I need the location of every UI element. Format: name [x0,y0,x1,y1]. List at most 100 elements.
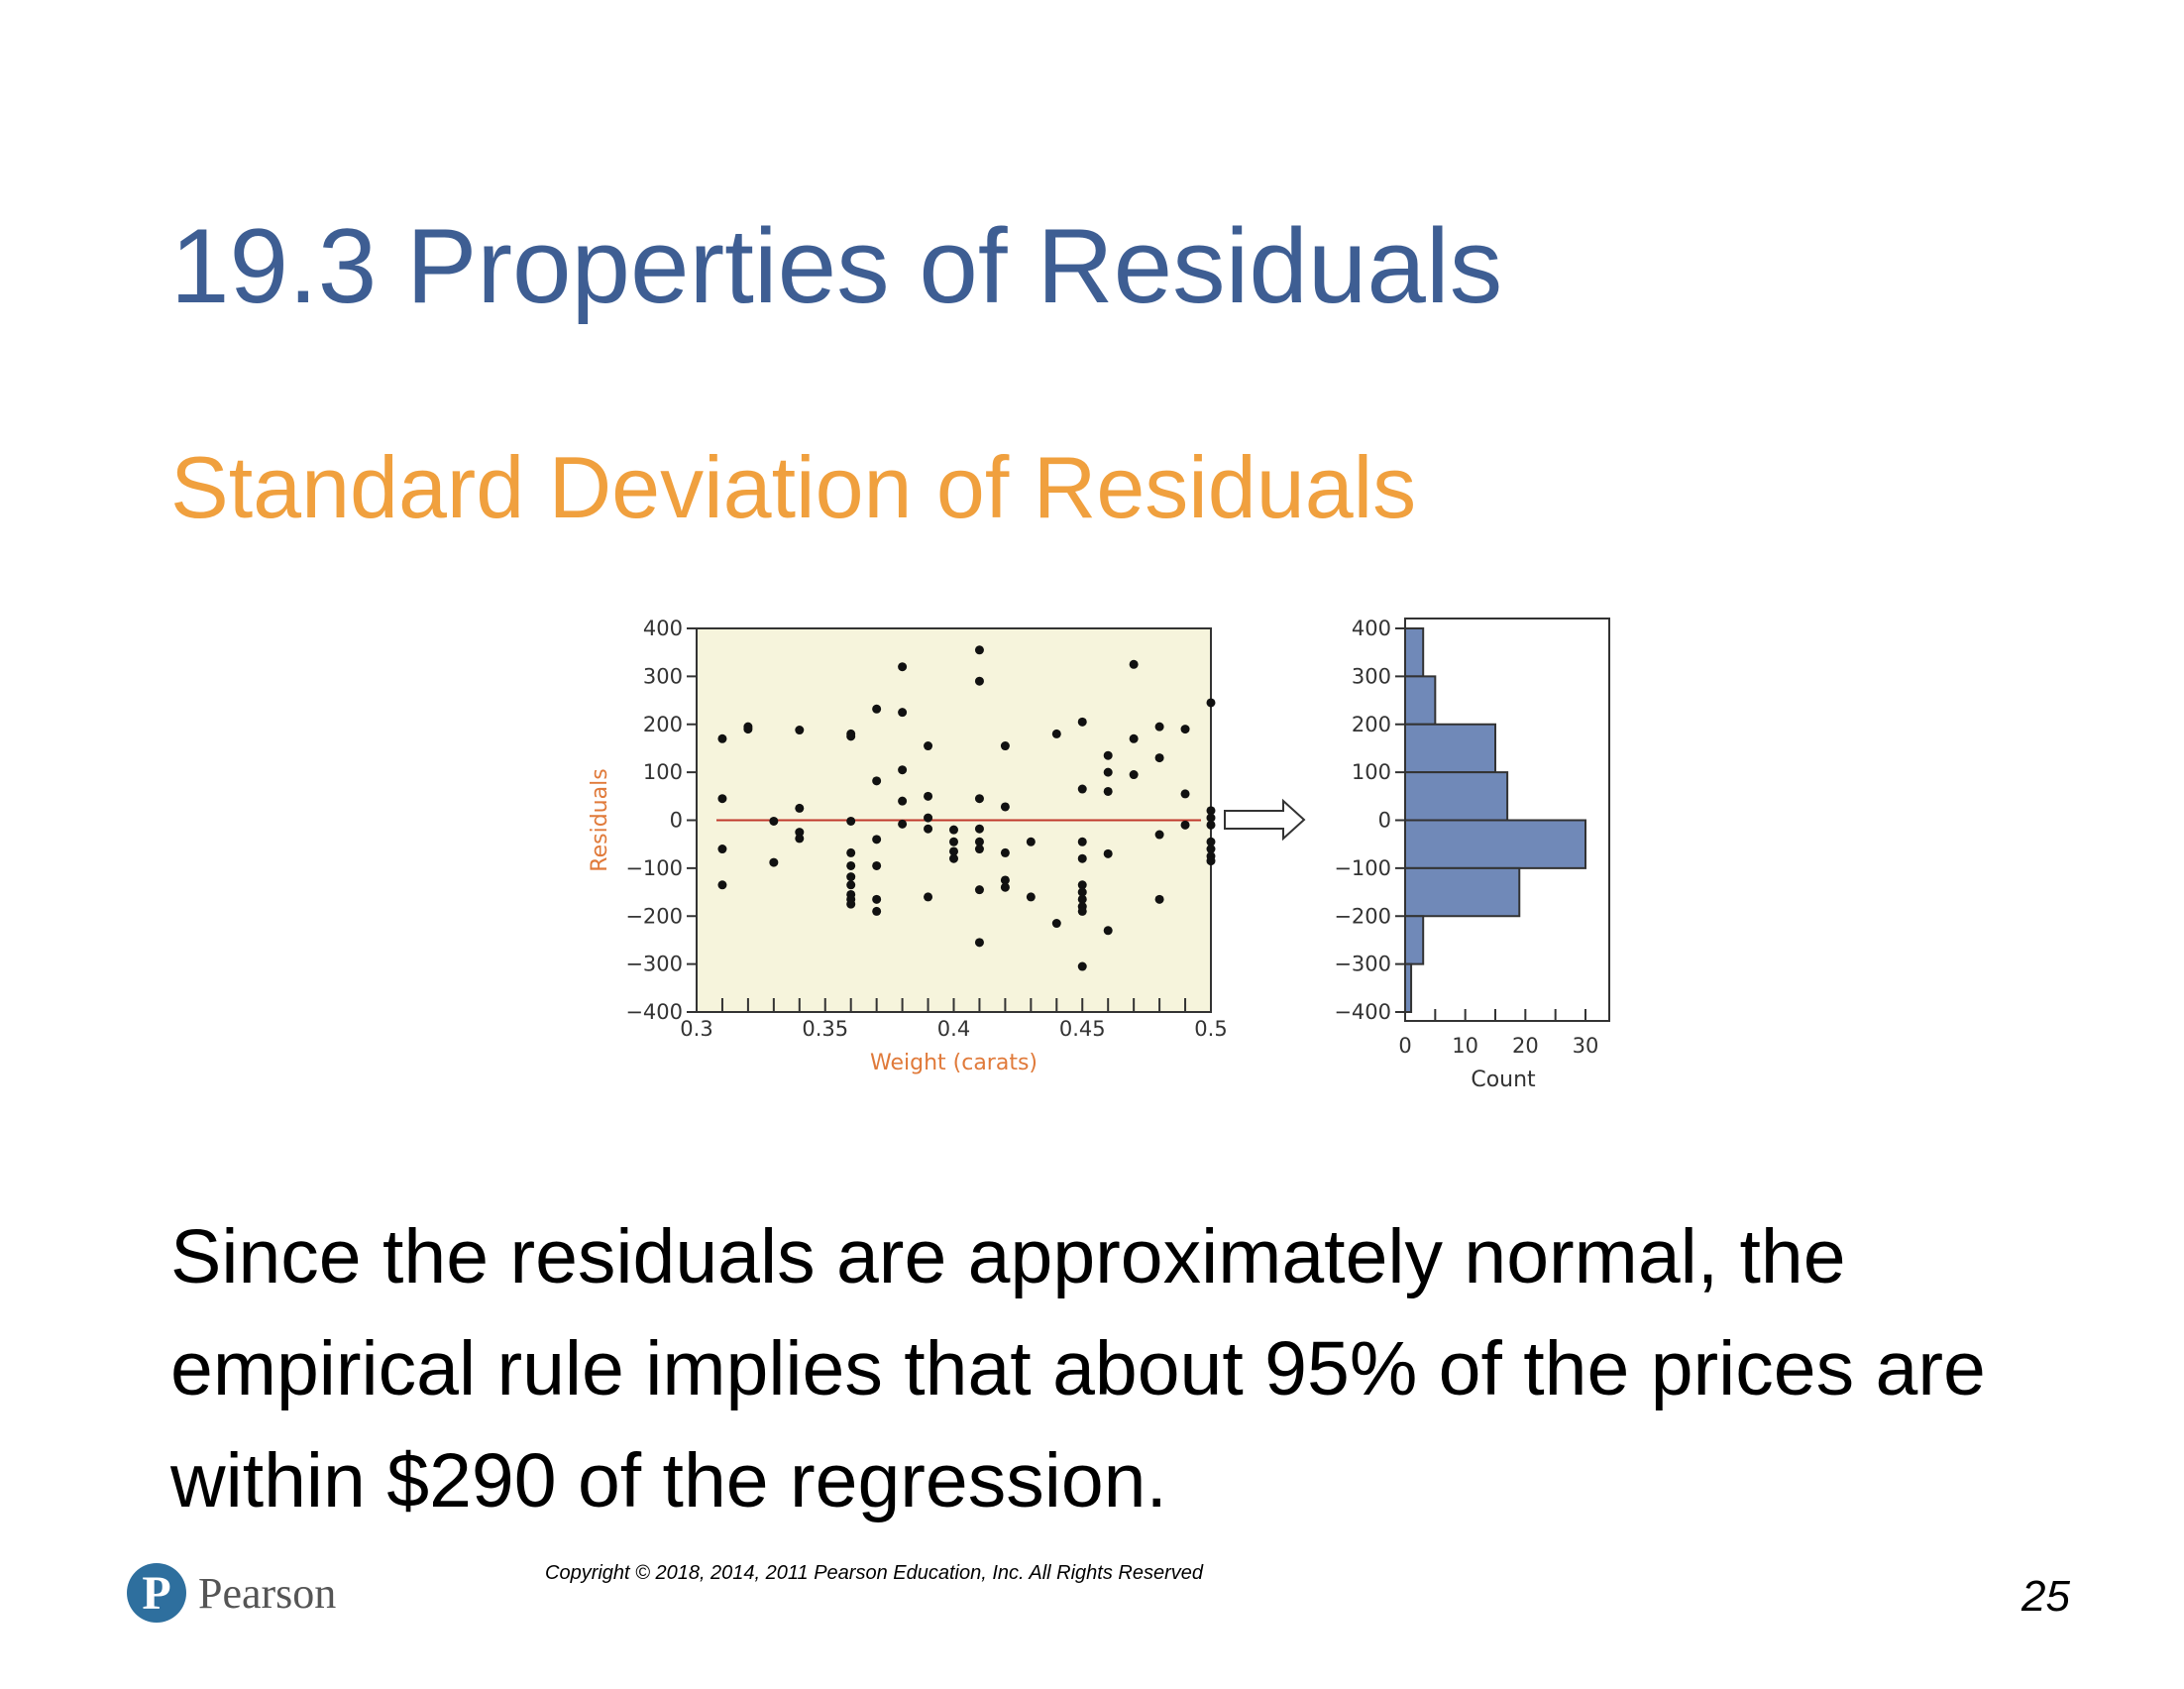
body-text: Since the residuals are approximately no… [170,1214,1986,1523]
histogram-bar [1404,819,1586,869]
histogram-y-tick-label: −100 [1334,856,1391,880]
scatter-x-tick-label: 0.3 [680,1017,712,1041]
scatter-x-tick-label: 0.4 [937,1017,970,1041]
scatter-point [769,857,779,867]
scatter-point [717,794,727,804]
scatter-point [1051,919,1061,929]
scatter-point [974,645,984,655]
scatter-point [924,813,933,823]
scatter-point [1180,789,1190,799]
scatter-point [872,835,882,844]
scatter-point [974,676,984,686]
histogram-bar [1404,723,1496,774]
scatter-point [949,825,958,835]
scatter-point [846,860,856,870]
scatter-point [1180,725,1190,734]
scatter-point [924,824,933,834]
scatter-point [949,853,958,863]
scatter-point [924,741,933,751]
scatter-point [717,880,727,890]
scatter-point [872,894,882,904]
scatter-point [795,834,805,844]
scatter-point [1206,844,1216,854]
page-number: 25 [2021,1572,2070,1621]
pearson-logo-icon: P [127,1563,186,1623]
scatter-point [846,872,856,882]
residual-histogram: 400 300 200 100 0 −100 −200 −300 −400 0 10 20 30 Coun… [1334,617,1610,1092]
scatter-point [974,885,984,895]
scatter-point [846,816,856,826]
scatter-point [974,824,984,834]
scatter-point [743,725,753,734]
scatter-point [1103,767,1113,777]
histogram-bar [1404,675,1437,726]
copyright-notice: Copyright © 2018, 2014, 2011 Pearson Edu… [545,1562,1204,1584]
scatter-point [872,860,882,870]
slide-subtitle: Standard Deviation of Residuals [170,438,1417,536]
scatter-x-tick-label: 0.35 [802,1017,848,1041]
scatter-point [1206,806,1216,816]
scatter-point [1051,729,1061,738]
scatter-point [872,776,882,786]
pearson-logo: P Pearson [127,1558,336,1628]
scatter-point [846,847,856,857]
scatter-y-tick-label: 100 [643,760,683,784]
scatter-point [1000,847,1010,857]
scatter-point [795,803,805,813]
scatter-point [846,732,856,741]
histogram-y-tick-label: 100 [1352,760,1391,784]
scatter-point [898,819,908,829]
scatter-point [1206,856,1216,866]
scatter-y-tick-label: 400 [643,617,683,640]
scatter-point [1129,659,1139,669]
scatter-point [1206,820,1216,830]
scatter-point [1103,786,1113,796]
scatter-point [1103,926,1113,936]
scatter-point [717,733,727,743]
scatter-y-tick-label: −400 [625,1000,683,1024]
scatter-point [1154,722,1164,732]
scatter-point [949,846,958,856]
scatter-x-axis-title: Weight (carats) [870,1051,1037,1075]
scatter-point [872,704,882,714]
scatter-point [1026,837,1036,846]
histogram-bar [1404,771,1509,822]
histogram-bar [1404,627,1425,678]
scatter-point [1206,837,1216,846]
histogram-y-tick-label: −200 [1334,904,1391,928]
right-arrow-icon [1224,798,1306,842]
scatter-y-axis-title: Residuals [588,768,612,871]
scatter-point [1077,906,1087,916]
scatter-x-tick-label: 0.5 [1194,1017,1227,1041]
scatter-point [1077,853,1087,863]
histogram-x-tick-label: 0 [1398,1034,1411,1058]
scatter-y-tick-label: 200 [643,713,683,736]
scatter-point [1077,961,1087,971]
scatter-point [1154,753,1164,763]
scatter-point [1077,717,1087,727]
scatter-point [898,662,908,672]
scatter-point [1154,894,1164,904]
scatter-point [974,844,984,854]
scatter-y-tick-label: 0 [670,809,683,833]
scatter-point [1180,820,1190,830]
scatter-point [795,828,805,838]
scatter-point [846,899,856,909]
scatter-point [924,892,933,902]
scatter-point [717,844,727,854]
scatter-point [1206,698,1216,708]
histogram-y-tick-label: −400 [1334,1000,1391,1024]
scatter-point [1000,741,1010,751]
scatter-point [898,708,908,718]
scatter-point [1129,770,1139,780]
scatter-point [898,765,908,775]
scatter-point [974,837,984,846]
scatter-point [1206,813,1216,823]
scatter-point [1077,837,1087,846]
histogram-x-tick-label: 30 [1573,1034,1599,1058]
scatter-point [1000,802,1010,812]
scatter-point [872,906,882,916]
histogram-x-tick-label: 10 [1452,1034,1478,1058]
